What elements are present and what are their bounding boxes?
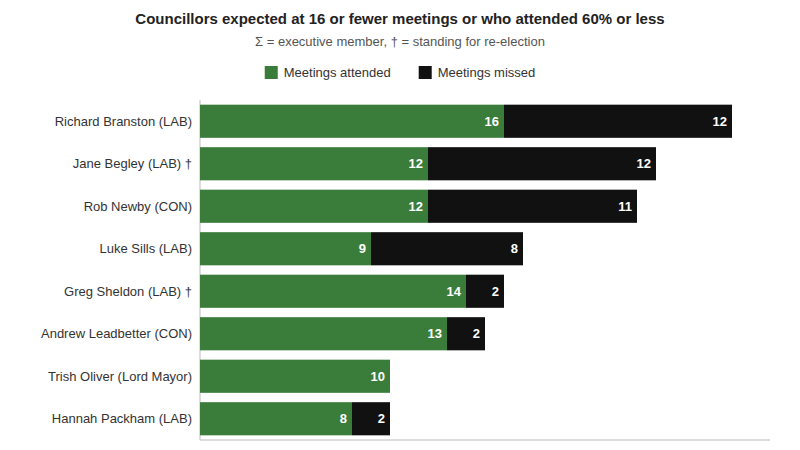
data-label: 8 — [511, 241, 518, 256]
legend-item: Meetings missed — [419, 65, 536, 80]
category-label: Rob Newby (CON) — [84, 199, 192, 214]
bar — [504, 105, 732, 138]
category-label: Richard Branston (LAB) — [55, 114, 192, 129]
data-label: 8 — [340, 411, 347, 426]
data-label: 12 — [409, 156, 423, 171]
category-label: Hannah Packham (LAB) — [52, 411, 192, 426]
data-label: 9 — [359, 241, 366, 256]
bar — [200, 105, 504, 138]
bar — [447, 317, 485, 350]
bar — [200, 360, 390, 393]
bar — [200, 402, 352, 435]
bar — [428, 190, 637, 223]
chart-svg: Councillors expected at 16 or fewer meet… — [0, 0, 800, 450]
bar — [200, 317, 447, 350]
bar — [428, 147, 656, 180]
data-labels: 16 12 12 9 14 13 10 8 12 12 11 8 2 2 2 — [340, 114, 727, 427]
chart-container: Councillors expected at 16 or fewer meet… — [0, 0, 800, 450]
bar — [352, 402, 390, 435]
title: Councillors expected at 16 or fewer meet… — [135, 10, 664, 27]
legend-item: Meetings attended — [265, 65, 391, 80]
category-label: Greg Sheldon (LAB) † — [64, 284, 192, 299]
bar — [390, 360, 391, 393]
data-label: 14 — [447, 284, 462, 299]
subtitle: Σ = executive member, † = standing for r… — [255, 34, 545, 49]
data-label: 2 — [492, 284, 499, 299]
legend-label: Meetings attended — [284, 65, 391, 80]
legend-label: Meetings missed — [438, 65, 536, 80]
x-axis-line — [200, 440, 770, 441]
data-label: 12 — [713, 114, 727, 129]
legend-swatch — [419, 66, 432, 79]
category-label: Luke Sills (LAB) — [100, 241, 192, 256]
legend-swatch — [265, 66, 278, 79]
bars — [200, 105, 732, 436]
category-label: Jane Begley (LAB) † — [73, 156, 192, 171]
data-label: 2 — [473, 326, 480, 341]
category-label: Trish Oliver (Lord Mayor) — [48, 369, 192, 384]
data-label: 12 — [409, 199, 423, 214]
data-label: 2 — [378, 411, 385, 426]
data-label: 10 — [371, 369, 385, 384]
category-label: Andrew Leadbetter (CON) — [41, 326, 192, 341]
bar — [200, 147, 428, 180]
data-label: 16 — [485, 114, 499, 129]
bar — [466, 275, 504, 308]
legend: Meetings attended Meetings missed — [265, 65, 536, 80]
data-label: 12 — [637, 156, 651, 171]
data-label: 13 — [428, 326, 442, 341]
bar — [200, 190, 428, 223]
bar — [371, 232, 523, 265]
bar — [200, 232, 371, 265]
bar — [200, 275, 466, 308]
data-label: 11 — [618, 199, 632, 214]
